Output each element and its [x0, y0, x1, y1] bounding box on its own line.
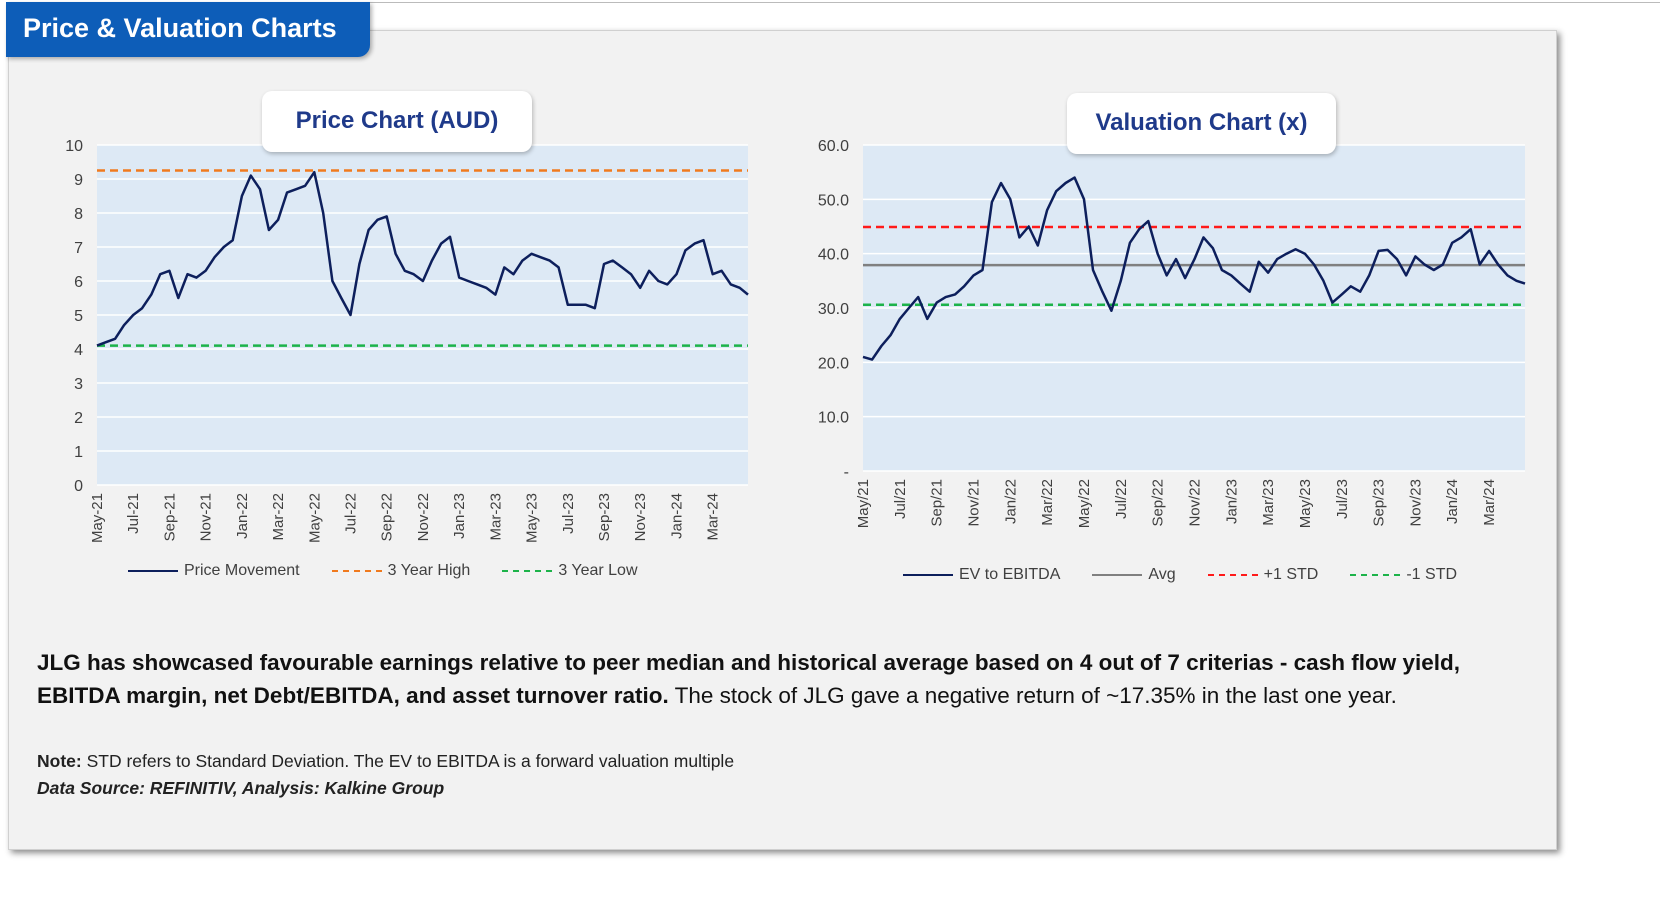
- legend-label: EV to EBITDA: [959, 566, 1061, 583]
- y-tick-label: 60.0: [818, 138, 849, 155]
- legend-label: +1 STD: [1263, 566, 1319, 583]
- x-tick-label: Jul/21: [892, 479, 909, 519]
- legend-swatch-price: [128, 570, 178, 572]
- x-tick-label: Jul-21: [125, 493, 142, 534]
- legend-label: 3 Year High: [387, 562, 471, 579]
- note-text: STD refers to Standard Deviation. The EV…: [81, 751, 735, 771]
- summary-rest: The stock of JLG gave a negative return …: [668, 683, 1397, 708]
- y-tick-label: 20.0: [818, 355, 849, 372]
- y-tick-label: 5: [74, 308, 83, 325]
- series-line-price-movement: [96, 170, 749, 347]
- note-label: Note:: [37, 751, 82, 771]
- x-tick-label: Sep-21: [161, 493, 178, 541]
- top-border: [370, 2, 1660, 3]
- x-tick-label: May-23: [524, 493, 541, 543]
- x-tick-label: Nov-23: [632, 493, 649, 541]
- y-tick-label: 4: [74, 342, 83, 359]
- legend-label: Price Movement: [184, 562, 300, 579]
- x-tick-label: Sep-22: [379, 493, 396, 541]
- y-tick-label: 8: [74, 206, 83, 223]
- legend-swatch-ev: [903, 574, 953, 576]
- x-tick-label: Jan/23: [1223, 479, 1240, 524]
- x-tick-label: Jul-22: [343, 493, 360, 534]
- x-tick-label: Sep-23: [596, 493, 613, 541]
- x-tick-label: May-22: [306, 493, 323, 543]
- price-legend: Price Movement 3 Year High 3 Year Low: [128, 562, 638, 580]
- y-tick-label: 6: [74, 274, 83, 291]
- x-tick-label: Sep/21: [929, 479, 946, 527]
- y-tick-label: 30.0: [818, 301, 849, 318]
- x-tick-label: Jan-22: [234, 493, 251, 539]
- x-tick-label: May/21: [855, 479, 872, 528]
- legend-label: 3 Year Low: [558, 562, 638, 579]
- series-line-ev-to-ebitda: [862, 176, 1526, 361]
- y-tick-label: 2: [74, 410, 83, 427]
- notes: Note: STD refers to Standard Deviation. …: [37, 748, 734, 802]
- x-tick-label: Mar-23: [487, 493, 504, 541]
- valuation-legend: EV to EBITDA Avg +1 STD -1 STD: [903, 566, 1457, 584]
- y-tick-label: 40.0: [818, 247, 849, 264]
- x-tick-label: Sep/22: [1150, 479, 1167, 527]
- y-tick-label: 50.0: [818, 192, 849, 209]
- x-tick-label: Jan-23: [451, 493, 468, 539]
- price-chart-title: Price Chart (AUD): [262, 91, 532, 152]
- x-tick-label: Jan/24: [1444, 479, 1461, 524]
- y-tick-label: 10.0: [818, 410, 849, 427]
- x-tick-label: Nov-21: [198, 493, 215, 541]
- x-tick-label: Nov-22: [415, 493, 432, 541]
- x-tick-label: Mar/23: [1260, 479, 1277, 526]
- legend-swatch-high: [331, 570, 382, 572]
- x-tick-label: Sep/23: [1371, 479, 1388, 527]
- y-tick-label: -: [844, 464, 849, 481]
- x-tick-label: Jul-23: [560, 493, 577, 534]
- y-tick-label: 1: [74, 444, 83, 461]
- legend-swatch-avg: [1092, 574, 1143, 576]
- valuation-chart-title: Valuation Chart (x): [1067, 93, 1336, 154]
- legend-label: Avg: [1148, 566, 1176, 583]
- y-tick-label: 10: [65, 138, 83, 155]
- x-tick-label: Jan-24: [668, 493, 685, 539]
- data-source: Data Source: REFINITIV, Analysis: Kalkin…: [37, 778, 445, 798]
- x-tick-label: Mar/24: [1481, 479, 1498, 526]
- legend-label: -1 STD: [1406, 566, 1458, 583]
- legend-swatch-plus-std: [1207, 574, 1258, 576]
- x-tick-label: Nov/23: [1407, 479, 1424, 527]
- x-tick-label: Mar-22: [270, 493, 287, 541]
- x-tick-label: Jul/22: [1113, 479, 1130, 519]
- x-tick-label: Mar/22: [1039, 479, 1056, 526]
- summary-bold: JLG has showcased favourable earnings re…: [37, 650, 1460, 708]
- summary-paragraph: JLG has showcased favourable earnings re…: [37, 646, 1547, 712]
- y-tick-label: 3: [74, 376, 83, 393]
- x-tick-label: Nov/21: [965, 479, 982, 527]
- x-tick-label: Jul/23: [1334, 479, 1351, 519]
- x-tick-label: Nov/22: [1186, 479, 1203, 527]
- x-tick-label: Mar-24: [705, 493, 722, 541]
- x-tick-label: May/23: [1297, 479, 1314, 528]
- page-title: Price & Valuation Charts: [6, 2, 370, 57]
- x-tick-label: May/22: [1076, 479, 1093, 528]
- legend-swatch-minus-std: [1350, 574, 1401, 576]
- y-tick-label: 7: [74, 240, 83, 257]
- y-tick-label: 9: [74, 172, 83, 189]
- x-tick-label: Jan/22: [1002, 479, 1019, 524]
- y-tick-label: 0: [74, 478, 83, 495]
- x-tick-label: May-21: [89, 493, 106, 543]
- legend-swatch-low: [502, 570, 553, 572]
